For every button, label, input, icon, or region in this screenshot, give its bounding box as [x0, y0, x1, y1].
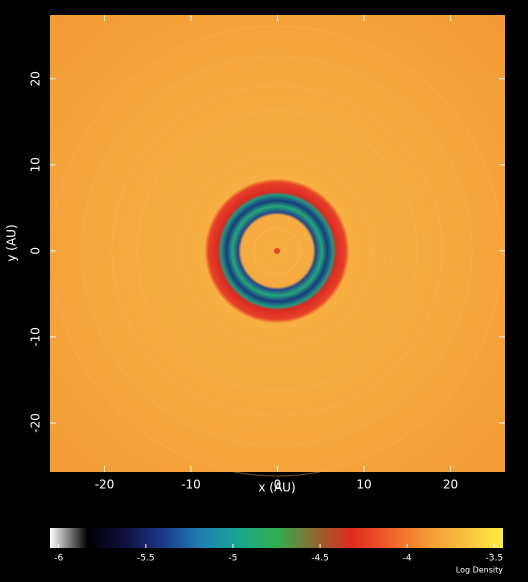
central-star: [274, 248, 280, 254]
y-tick-label: 10: [29, 157, 43, 172]
colorbar-label: Log Density: [456, 566, 504, 575]
colorbar-tick-label: -5.5: [137, 554, 155, 564]
y-tick-label: -10: [29, 327, 43, 347]
x-tick-label: 10: [356, 478, 371, 492]
colorbar-tick-label: -4.5: [311, 554, 329, 564]
y-tick-label: 20: [29, 71, 43, 86]
colorbar-tick-label: -6: [54, 554, 63, 564]
colorbar-tick-label: -5: [228, 554, 237, 564]
x-axis-label: x (AU): [258, 481, 295, 495]
x-tick-label: -10: [181, 478, 201, 492]
colorbar-tick-label: -4: [403, 554, 412, 564]
y-tick-label: 0: [29, 247, 43, 255]
y-tick-label: -20: [29, 413, 43, 433]
colorbar: [50, 528, 503, 548]
y-axis-label: y (AU): [5, 224, 19, 261]
x-tick-label: 20: [443, 478, 458, 492]
x-tick-label: 0: [274, 478, 282, 492]
colorbar-tick-label: -3.5: [486, 554, 504, 564]
x-tick-label: -20: [95, 478, 115, 492]
inner-ring: [253, 227, 301, 275]
